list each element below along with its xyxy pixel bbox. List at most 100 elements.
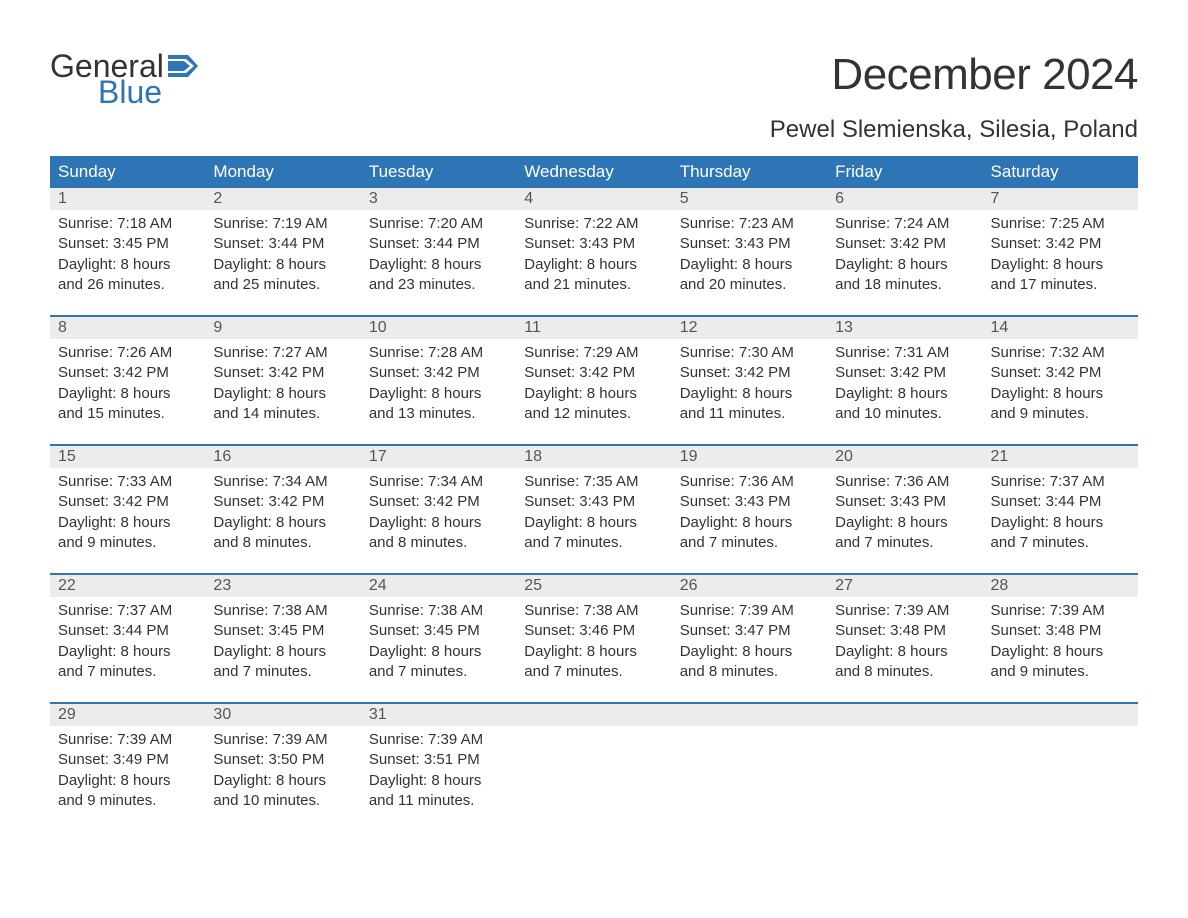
sunset-text: Sunset: 3:45 PM [213, 621, 352, 641]
sunrise-text: Sunrise: 7:18 AM [58, 214, 197, 234]
day-data: Sunrise: 7:36 AMSunset: 3:43 PMDaylight:… [672, 468, 827, 561]
sunrise-text: Sunrise: 7:36 AM [680, 472, 819, 492]
sunrise-text: Sunrise: 7:20 AM [369, 214, 508, 234]
sunrise-text: Sunrise: 7:39 AM [991, 601, 1130, 621]
day-data: Sunrise: 7:38 AMSunset: 3:46 PMDaylight:… [516, 597, 671, 690]
calendar-day-cell: 18Sunrise: 7:35 AMSunset: 3:43 PMDayligh… [516, 446, 671, 574]
calendar-day-cell: 8Sunrise: 7:26 AMSunset: 3:42 PMDaylight… [50, 317, 205, 445]
calendar-day-cell: 3Sunrise: 7:20 AMSunset: 3:44 PMDaylight… [361, 188, 516, 316]
weekday-header: Tuesday [361, 156, 516, 188]
sunrise-text: Sunrise: 7:38 AM [524, 601, 663, 621]
day-number: 4 [516, 188, 671, 210]
day-number: 19 [672, 446, 827, 468]
daylight-line2: and 9 minutes. [991, 662, 1130, 682]
daylight-line2: and 8 minutes. [213, 533, 352, 553]
day-data: Sunrise: 7:38 AMSunset: 3:45 PMDaylight:… [361, 597, 516, 690]
sunset-text: Sunset: 3:42 PM [991, 363, 1130, 383]
page-title: December 2024 [831, 50, 1138, 100]
sunrise-text: Sunrise: 7:22 AM [524, 214, 663, 234]
sunset-text: Sunset: 3:42 PM [524, 363, 663, 383]
daylight-line1: Daylight: 8 hours [369, 513, 508, 533]
daylight-line2: and 14 minutes. [213, 404, 352, 424]
daylight-line2: and 7 minutes. [991, 533, 1130, 553]
sunrise-text: Sunrise: 7:33 AM [58, 472, 197, 492]
daylight-line2: and 10 minutes. [213, 791, 352, 811]
calendar-day-cell: 26Sunrise: 7:39 AMSunset: 3:47 PMDayligh… [672, 575, 827, 703]
calendar-day-cell: 1Sunrise: 7:18 AMSunset: 3:45 PMDaylight… [50, 188, 205, 316]
sunset-text: Sunset: 3:43 PM [524, 234, 663, 254]
day-data: Sunrise: 7:37 AMSunset: 3:44 PMDaylight:… [983, 468, 1138, 561]
weekday-header-row: Sunday Monday Tuesday Wednesday Thursday… [50, 156, 1138, 188]
sunset-text: Sunset: 3:44 PM [991, 492, 1130, 512]
day-data: Sunrise: 7:25 AMSunset: 3:42 PMDaylight:… [983, 210, 1138, 303]
daylight-line2: and 11 minutes. [680, 404, 819, 424]
sunrise-text: Sunrise: 7:37 AM [58, 601, 197, 621]
daylight-line2: and 8 minutes. [835, 662, 974, 682]
daylight-line1: Daylight: 8 hours [213, 513, 352, 533]
daylight-line1: Daylight: 8 hours [369, 642, 508, 662]
calendar-table: Sunday Monday Tuesday Wednesday Thursday… [50, 156, 1138, 832]
daylight-line2: and 12 minutes. [524, 404, 663, 424]
daylight-line2: and 7 minutes. [524, 533, 663, 553]
sunrise-text: Sunrise: 7:39 AM [213, 730, 352, 750]
daylight-line1: Daylight: 8 hours [524, 384, 663, 404]
calendar-day-cell: 28Sunrise: 7:39 AMSunset: 3:48 PMDayligh… [983, 575, 1138, 703]
sunrise-text: Sunrise: 7:24 AM [835, 214, 974, 234]
day-number: 31 [361, 704, 516, 726]
day-number: 13 [827, 317, 982, 339]
day-number: 21 [983, 446, 1138, 468]
sunset-text: Sunset: 3:42 PM [369, 492, 508, 512]
calendar-day-cell [983, 704, 1138, 832]
daylight-line2: and 7 minutes. [369, 662, 508, 682]
day-data: Sunrise: 7:19 AMSunset: 3:44 PMDaylight:… [205, 210, 360, 303]
sunrise-text: Sunrise: 7:38 AM [213, 601, 352, 621]
calendar-day-cell: 20Sunrise: 7:36 AMSunset: 3:43 PMDayligh… [827, 446, 982, 574]
day-number: 6 [827, 188, 982, 210]
calendar-day-cell: 2Sunrise: 7:19 AMSunset: 3:44 PMDaylight… [205, 188, 360, 316]
daylight-line2: and 13 minutes. [369, 404, 508, 424]
calendar-day-cell: 30Sunrise: 7:39 AMSunset: 3:50 PMDayligh… [205, 704, 360, 832]
sunset-text: Sunset: 3:44 PM [58, 621, 197, 641]
calendar-week-row: 1Sunrise: 7:18 AMSunset: 3:45 PMDaylight… [50, 188, 1138, 316]
daylight-line2: and 7 minutes. [213, 662, 352, 682]
daylight-line2: and 7 minutes. [524, 662, 663, 682]
daylight-line2: and 8 minutes. [680, 662, 819, 682]
sunrise-text: Sunrise: 7:26 AM [58, 343, 197, 363]
daylight-line1: Daylight: 8 hours [991, 255, 1130, 275]
day-number: 7 [983, 188, 1138, 210]
sunset-text: Sunset: 3:45 PM [58, 234, 197, 254]
sunset-text: Sunset: 3:43 PM [835, 492, 974, 512]
sunrise-text: Sunrise: 7:39 AM [58, 730, 197, 750]
sunset-text: Sunset: 3:42 PM [369, 363, 508, 383]
day-number: 18 [516, 446, 671, 468]
day-number: 23 [205, 575, 360, 597]
calendar-day-cell [827, 704, 982, 832]
sunset-text: Sunset: 3:42 PM [213, 492, 352, 512]
day-number: 29 [50, 704, 205, 726]
sunrise-text: Sunrise: 7:36 AM [835, 472, 974, 492]
calendar-day-cell: 17Sunrise: 7:34 AMSunset: 3:42 PMDayligh… [361, 446, 516, 574]
calendar-day-cell: 25Sunrise: 7:38 AMSunset: 3:46 PMDayligh… [516, 575, 671, 703]
daylight-line1: Daylight: 8 hours [991, 642, 1130, 662]
daylight-line2: and 18 minutes. [835, 275, 974, 295]
sunrise-text: Sunrise: 7:31 AM [835, 343, 974, 363]
day-data: Sunrise: 7:32 AMSunset: 3:42 PMDaylight:… [983, 339, 1138, 432]
sunset-text: Sunset: 3:48 PM [835, 621, 974, 641]
daylight-line2: and 21 minutes. [524, 275, 663, 295]
sunset-text: Sunset: 3:42 PM [58, 363, 197, 383]
daylight-line1: Daylight: 8 hours [524, 513, 663, 533]
weekday-header: Wednesday [516, 156, 671, 188]
daylight-line1: Daylight: 8 hours [835, 255, 974, 275]
location-text: Pewel Slemienska, Silesia, Poland [50, 116, 1138, 144]
daylight-line2: and 20 minutes. [680, 275, 819, 295]
sunset-text: Sunset: 3:43 PM [680, 492, 819, 512]
sunrise-text: Sunrise: 7:37 AM [991, 472, 1130, 492]
sunset-text: Sunset: 3:42 PM [213, 363, 352, 383]
sunrise-text: Sunrise: 7:30 AM [680, 343, 819, 363]
sunset-text: Sunset: 3:42 PM [58, 492, 197, 512]
daylight-line2: and 9 minutes. [58, 533, 197, 553]
sunrise-text: Sunrise: 7:34 AM [213, 472, 352, 492]
day-number: 26 [672, 575, 827, 597]
day-data: Sunrise: 7:33 AMSunset: 3:42 PMDaylight:… [50, 468, 205, 561]
daylight-line2: and 7 minutes. [58, 662, 197, 682]
